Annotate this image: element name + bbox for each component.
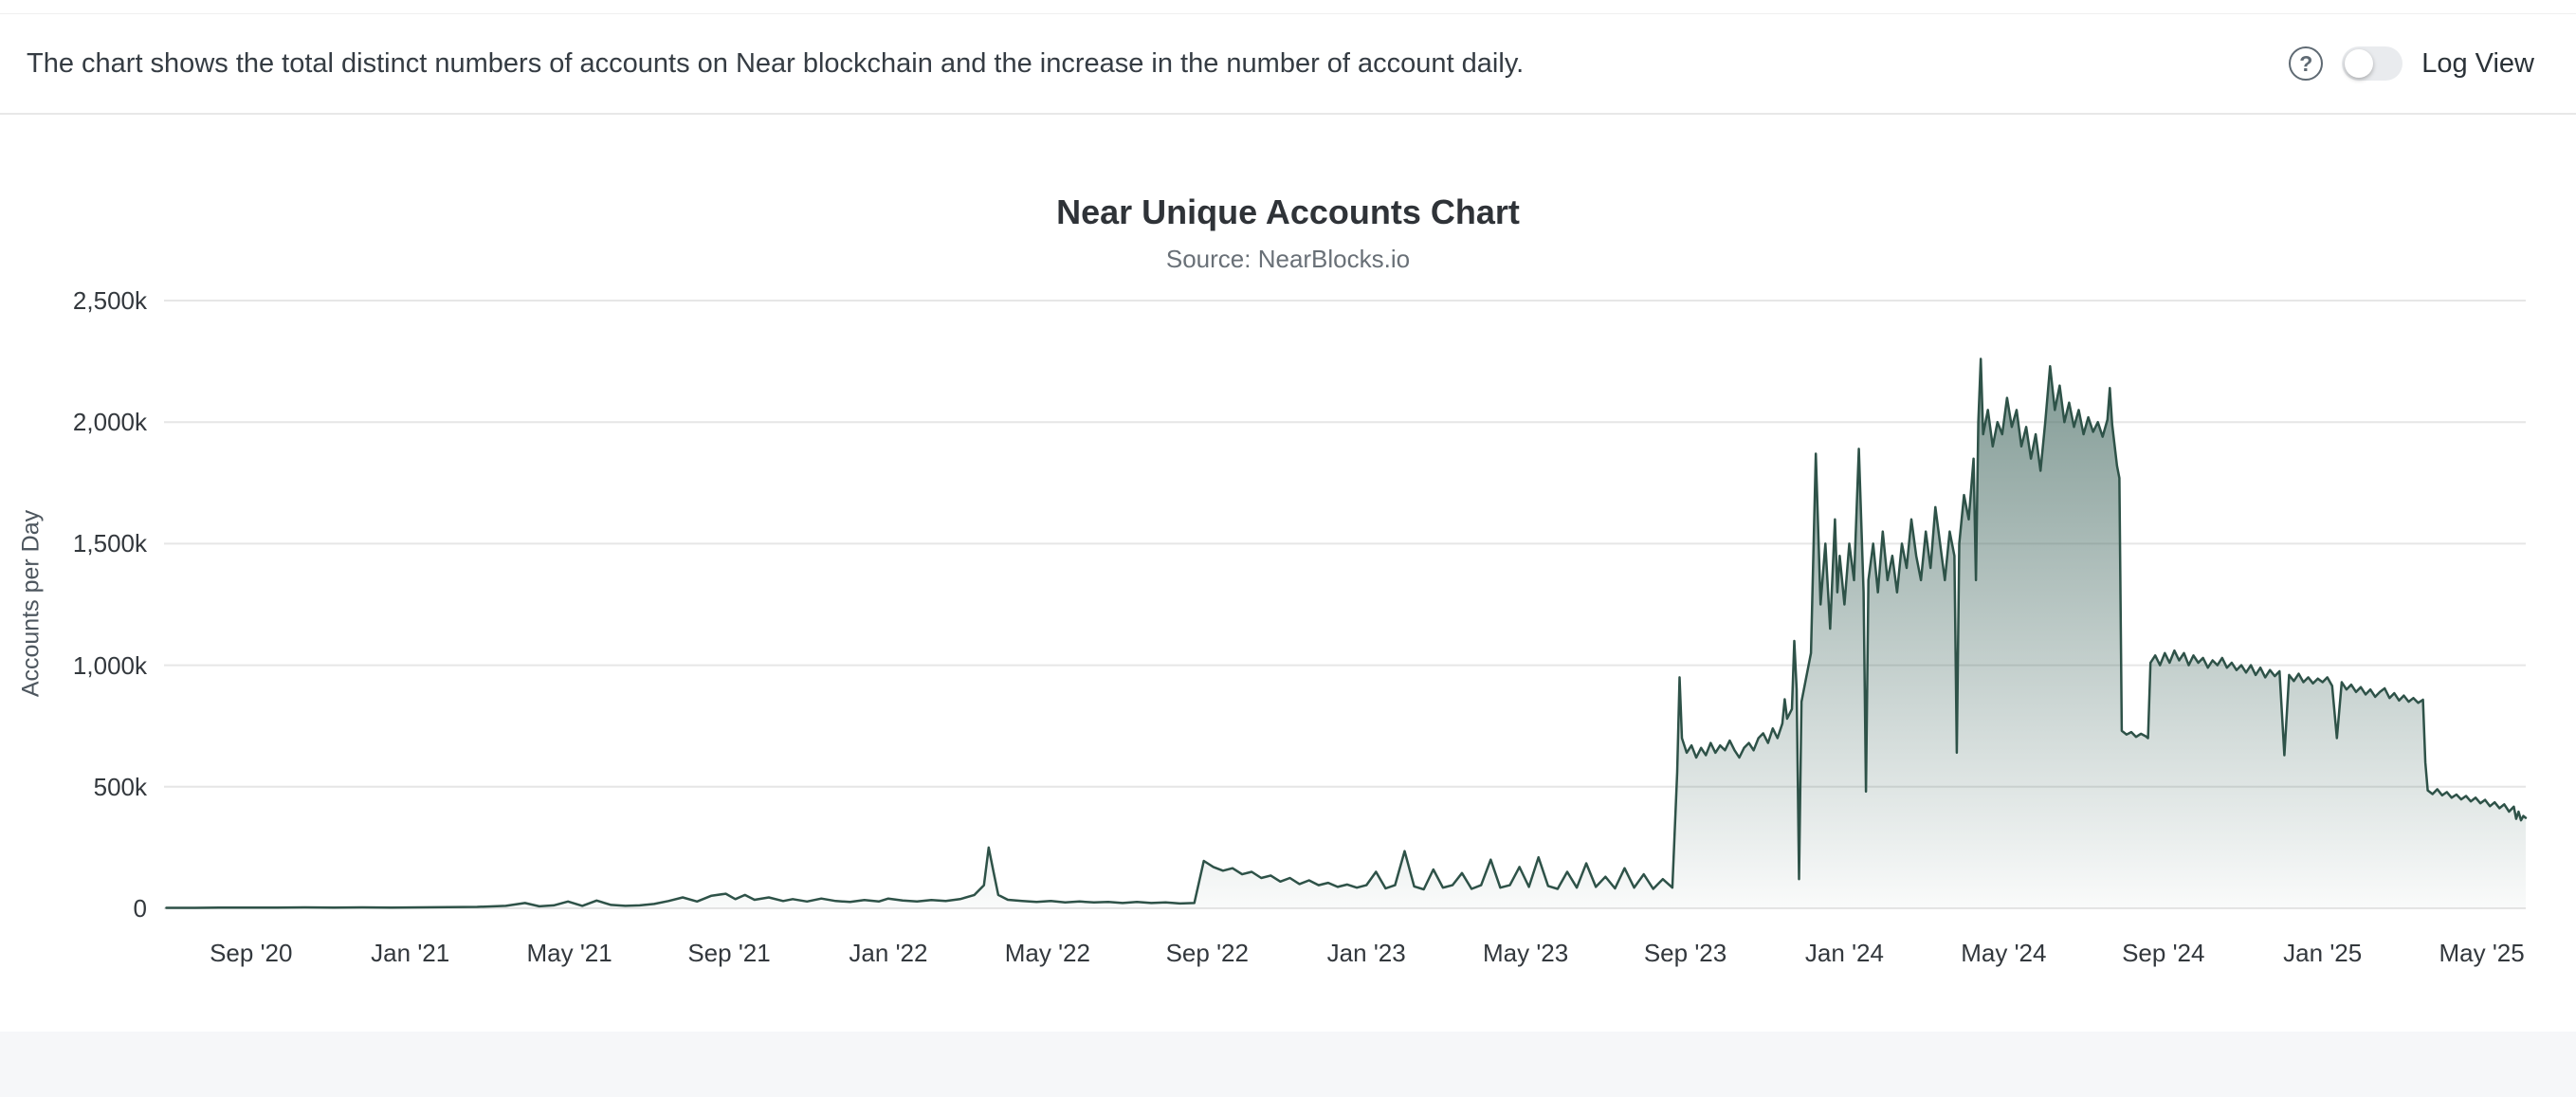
- x-axis-label: May '25: [2439, 939, 2525, 967]
- x-axis-label: Sep '22: [1165, 939, 1249, 967]
- x-axis-label: Jan '24: [1804, 939, 1884, 967]
- chart-title: Near Unique Accounts Chart: [1056, 192, 1520, 231]
- chart-subtitle: Source: NearBlocks.io: [1165, 245, 1411, 273]
- x-axis-label: May '24: [1961, 939, 2047, 967]
- x-axis-label: Jan '25: [2283, 939, 2363, 967]
- help-icon[interactable]: ?: [2289, 46, 2324, 81]
- x-axis-label: May '23: [1482, 939, 1569, 967]
- area-series-fill: [166, 358, 2526, 908]
- y-axis-label: 2,000k: [72, 408, 147, 437]
- x-axis-label: Sep '20: [210, 939, 293, 967]
- toggle-knob: [2345, 49, 2374, 78]
- y-axis-title: Accounts per Day: [17, 509, 45, 698]
- y-axis-label: 500k: [93, 772, 147, 801]
- y-axis-label: 0: [133, 894, 147, 923]
- x-axis-label: Sep '21: [687, 939, 771, 967]
- bottom-strip: [0, 1032, 2576, 1097]
- chart-description: The chart shows the total distinct numbe…: [27, 47, 1525, 79]
- header-bar: The chart shows the total distinct numbe…: [0, 13, 2576, 115]
- log-view-label: Log View: [2421, 47, 2534, 79]
- chart-plot-area[interactable]: [164, 300, 2528, 909]
- x-axis-label: Sep '23: [1643, 939, 1727, 967]
- x-axis-label: May '22: [1004, 939, 1090, 967]
- area-series-line: [165, 357, 2528, 909]
- x-axis-label: Jan '22: [849, 939, 928, 967]
- x-axis-label: Jan '21: [371, 939, 450, 967]
- x-axis-label: May '21: [526, 939, 612, 967]
- x-axis-label: Sep '24: [2122, 939, 2205, 967]
- y-axis-label: 2,500k: [72, 286, 147, 315]
- header-controls: ? Log View: [2289, 46, 2534, 81]
- x-axis-label: Jan '23: [1326, 939, 1406, 967]
- log-view-toggle[interactable]: [2342, 46, 2403, 81]
